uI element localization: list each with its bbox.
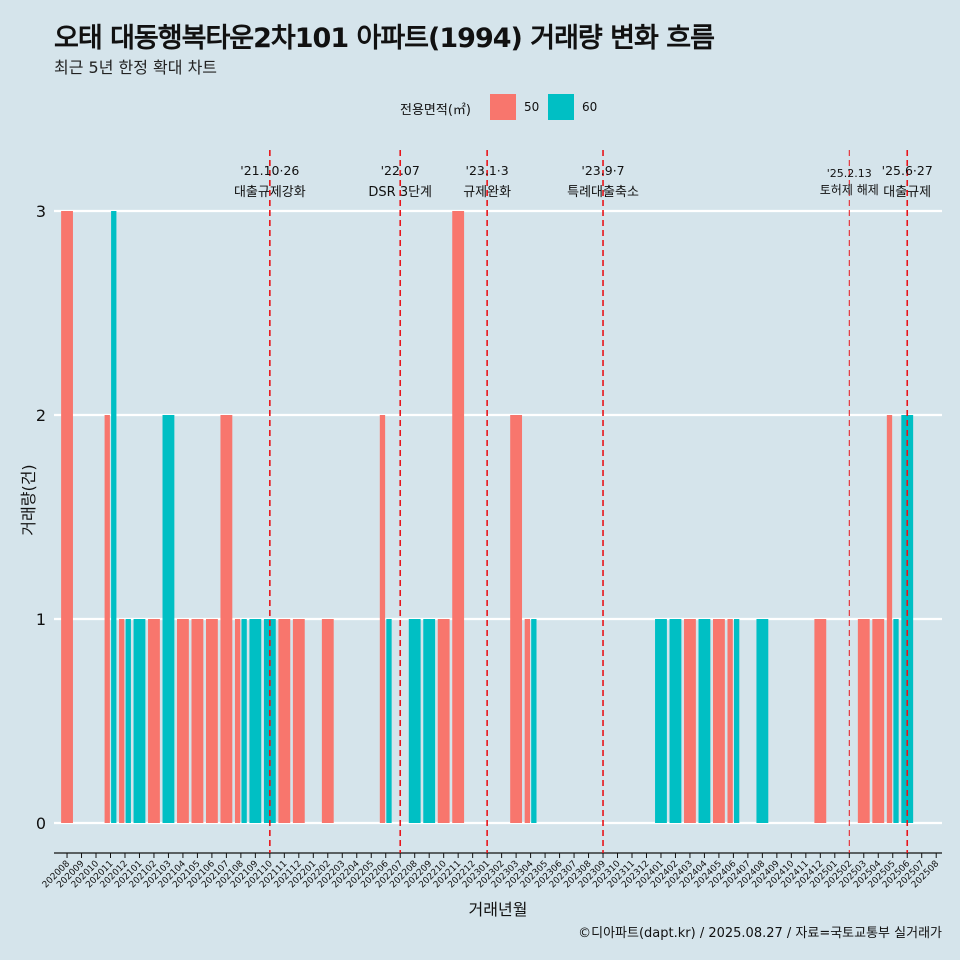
bar-60-202505 xyxy=(893,619,899,823)
event-label: 토허제 해제 xyxy=(820,183,879,197)
y-tick-label: 3 xyxy=(36,202,46,221)
event-date: '21.10·26 xyxy=(240,163,299,178)
bar-50-202102 xyxy=(148,619,160,823)
bar-50-202206 xyxy=(379,415,386,823)
event-date: '23.1·3 xyxy=(466,163,509,178)
bar-50-202012 xyxy=(119,619,125,823)
legend-label-50: 50 xyxy=(524,100,540,114)
legend-key-50 xyxy=(490,94,516,120)
bar-60-202406 xyxy=(733,619,740,823)
event-date: '25.6·27 xyxy=(882,163,933,178)
bar-60-202401 xyxy=(655,619,667,823)
legend: 전용면적(㎡) 50 60 xyxy=(0,92,960,122)
bar-60-202101 xyxy=(133,619,146,823)
event-date: '23.9·7 xyxy=(581,163,624,178)
bar-60-202108 xyxy=(241,619,247,823)
bar-50-202106 xyxy=(205,619,218,823)
bar-50-202112 xyxy=(292,619,305,823)
y-tick-label: 0 xyxy=(36,814,46,833)
bar-50-202104 xyxy=(177,619,189,823)
bar-60-202408 xyxy=(756,619,769,823)
bar-60-202012 xyxy=(125,619,131,823)
bar-50-202107 xyxy=(220,415,233,823)
bar-50-202211 xyxy=(452,211,465,823)
event-label: 대출규제강화 xyxy=(234,185,306,200)
bar-50-202202 xyxy=(321,619,334,823)
event-label: 특례대출축소 xyxy=(567,185,639,200)
bar-60-202506 xyxy=(901,415,914,823)
bar-50-202505 xyxy=(886,415,893,823)
bar-60-202402 xyxy=(669,619,682,823)
bar-50-202210 xyxy=(437,619,450,823)
y-tick-label: 1 xyxy=(36,610,46,629)
bar-50-202412 xyxy=(814,619,827,823)
chart-subtitle: 최근 5년 한정 확대 차트 xyxy=(54,58,218,77)
x-axis-title: 거래년월 xyxy=(469,900,528,919)
bar-50-202008 xyxy=(61,211,73,823)
bar-50-202403 xyxy=(684,619,696,823)
bar-50-202105 xyxy=(191,619,204,823)
caption: ©디아파트(dapt.kr) / 2025.08.27 / 자료=국토교통부 실… xyxy=(578,926,942,941)
bar-60-202304 xyxy=(531,619,537,823)
legend-title: 전용면적(㎡) xyxy=(400,103,471,118)
event-label: 규제완화 xyxy=(463,185,511,200)
bar-60-202011 xyxy=(111,211,117,823)
chart-title: 오태 대동행복타운2차101 아파트(1994) 거래량 변화 흐름 xyxy=(54,23,715,54)
bar-60-202206 xyxy=(386,619,392,823)
y-axis-title: 거래량(건) xyxy=(19,464,38,535)
bar-50-202405 xyxy=(712,619,725,823)
y-tick-label: 2 xyxy=(36,406,46,425)
event-label: DSR 3단계 xyxy=(368,185,432,200)
bar-60-202404 xyxy=(698,619,711,823)
bar-50-202111 xyxy=(278,619,291,823)
legend-label-60: 60 xyxy=(582,100,598,114)
bar-60-202209 xyxy=(423,619,436,823)
bar-60-202109 xyxy=(249,619,262,823)
bar-50-202303 xyxy=(510,415,523,823)
event-label: 대출규제 xyxy=(883,185,931,200)
bar-50-202304 xyxy=(524,619,530,823)
event-date: '22.07 xyxy=(381,163,420,178)
bar-60-202103 xyxy=(162,415,175,823)
bar-60-202208 xyxy=(408,619,421,823)
legend-key-60 xyxy=(548,94,574,120)
bar-50-202406 xyxy=(727,619,733,823)
bar-50-202503 xyxy=(857,619,870,823)
bar-50-202011 xyxy=(104,415,110,823)
bar-50-202108 xyxy=(234,619,241,823)
event-date: '25.2.13 xyxy=(827,167,872,180)
bar-50-202504 xyxy=(872,619,885,823)
